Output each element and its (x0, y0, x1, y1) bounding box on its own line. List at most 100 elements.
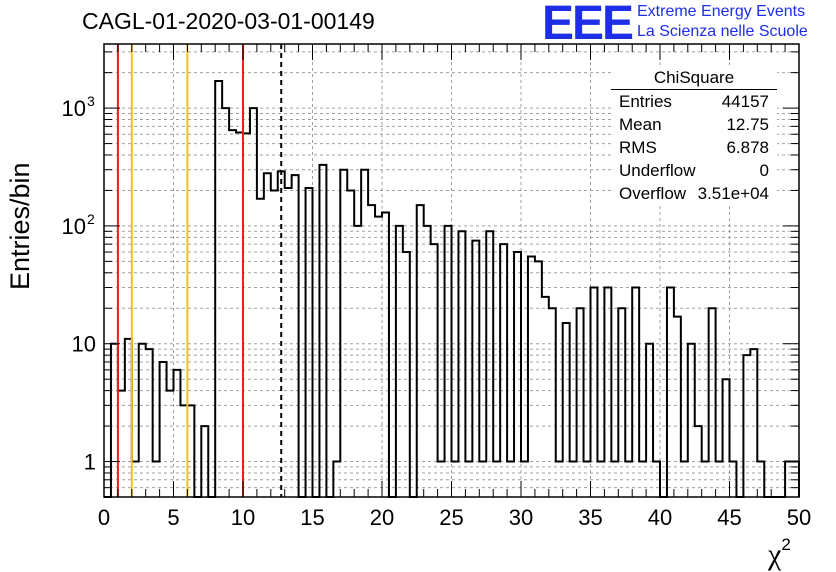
stats-box: ChiSquare Entries 44157 Mean 12.75 RMS 6… (611, 66, 777, 206)
histogram-bin (229, 130, 236, 497)
stats-label-mean: Mean (619, 115, 662, 134)
x-tick-label: 0 (98, 505, 110, 530)
histogram-bin (674, 317, 681, 497)
y-tick-label-exponent: 2 (87, 211, 95, 227)
grid-lines (103, 44, 800, 498)
histogram-bin (292, 175, 299, 497)
stats-title: ChiSquare (653, 68, 735, 87)
histogram-bin (382, 212, 389, 497)
histogram-bin (431, 244, 438, 497)
histogram-step-line (104, 79, 800, 498)
x-tick-label: 40 (648, 505, 672, 530)
histogram-bin (118, 391, 125, 497)
histogram-bin (139, 344, 146, 497)
histogram-bin (243, 133, 250, 497)
histogram-bin (528, 256, 535, 497)
histogram-bin (514, 252, 521, 497)
histogram-bin (201, 426, 208, 497)
histogram-bin (472, 241, 479, 497)
histogram-bin (577, 308, 584, 497)
histogram-bin (146, 349, 153, 497)
histogram-bin (646, 344, 653, 497)
histogram-bin (403, 252, 410, 497)
x-tick-label: 25 (439, 505, 463, 530)
histogram-bin (361, 170, 368, 497)
x-axis-label-exponent: 2 (781, 535, 791, 554)
histogram-bin (667, 288, 674, 497)
y-tick-label: 10 (72, 332, 96, 357)
x-tick-label: 10 (231, 505, 255, 530)
x-tick-label: 30 (509, 505, 533, 530)
x-tick-label: 20 (370, 505, 394, 530)
histogram-bin (132, 462, 139, 497)
histogram-bin (730, 462, 737, 497)
histogram-bin (625, 462, 632, 497)
histogram-bin (417, 205, 424, 497)
y-tick-label: 10 (62, 96, 86, 121)
y-tick-label: 10 (62, 214, 86, 239)
histogram-bin (653, 462, 660, 497)
histogram-bin (257, 199, 264, 497)
histogram-bin (340, 170, 347, 497)
histogram-bin (250, 108, 257, 497)
histogram-bin (709, 308, 716, 497)
histogram-bin (639, 462, 646, 497)
histogram-bin (264, 173, 271, 497)
x-tick-label: 5 (167, 505, 179, 530)
y-axis-label: Entries/bin (5, 162, 35, 290)
stats-label-entries: Entries (619, 92, 672, 111)
histogram-bin (702, 462, 709, 497)
histogram-bin (347, 190, 354, 497)
histogram-bin (319, 165, 326, 497)
histogram-bin (493, 462, 500, 497)
histogram-bin (187, 405, 194, 497)
histogram-bin (465, 462, 472, 497)
histogram-bin (681, 462, 688, 497)
histogram-bin (618, 308, 625, 497)
histogram-bin (271, 190, 278, 497)
stats-value-underflow: 0 (759, 161, 769, 180)
marker-lines (116, 44, 283, 497)
histogram-bin (632, 288, 639, 497)
eee-logo: EEE (542, 0, 634, 50)
histogram-bin (570, 462, 577, 497)
histogram-bin (333, 462, 340, 497)
histogram-bin (174, 370, 181, 497)
x-tick-label: 15 (300, 505, 324, 530)
histogram-bin (125, 339, 132, 497)
histogram-bin (535, 261, 542, 497)
stats-label-overflow: Overflow (619, 184, 687, 203)
chart-title: CAGL-01-2020-03-01-00149 (82, 8, 375, 34)
histogram-bin (479, 462, 486, 497)
x-tick-label: 35 (578, 505, 602, 530)
histogram-bin (424, 226, 431, 497)
histogram-bin (445, 226, 452, 497)
histogram-bin (723, 379, 730, 497)
histogram-bin (396, 226, 403, 497)
histogram-bin (556, 462, 563, 497)
histogram-bin (222, 108, 229, 497)
histogram-bin (452, 462, 459, 497)
stats-label-underflow: Underflow (619, 161, 696, 180)
histogram-bin (507, 462, 514, 497)
histogram-bin (368, 205, 375, 497)
histogram-bin (500, 244, 507, 497)
stats-value-mean: 12.75 (726, 115, 769, 134)
x-tick-label: 45 (717, 505, 741, 530)
histogram-bin (236, 133, 243, 497)
histogram-bin (354, 226, 361, 497)
histogram-bin (549, 308, 556, 497)
histogram-bin (215, 81, 222, 497)
histogram-bin (611, 462, 618, 497)
histogram-bin (153, 462, 160, 497)
logo-subtitle-2: La Scienza nelle Scuole (637, 23, 808, 40)
x-axis-label: χ2 (768, 535, 791, 572)
histogram-bin (458, 231, 465, 497)
histogram-bin (306, 188, 313, 497)
histogram-bin (597, 462, 604, 497)
stats-value-overflow: 3.51e+04 (697, 184, 769, 203)
histogram-bin (688, 344, 695, 497)
x-axis-label-symbol: χ (768, 538, 782, 571)
